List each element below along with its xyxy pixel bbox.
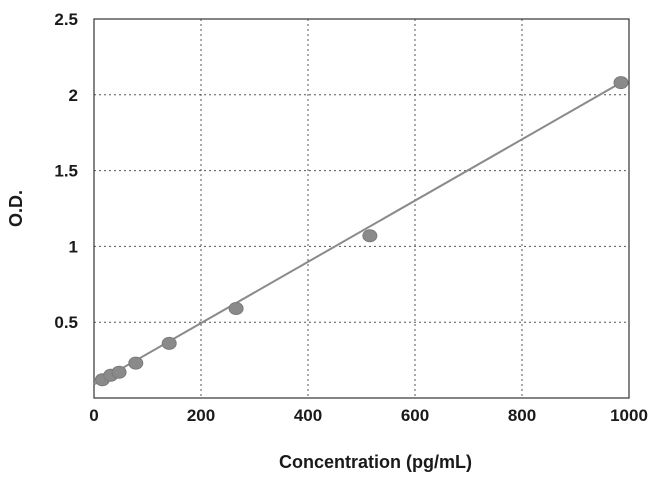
- plot-area-frame: [93, 18, 630, 399]
- x-axis-ticks: 0 200 400 600 800 1000: [89, 406, 648, 425]
- data-point-7: [613, 76, 629, 90]
- y-tick-label-3: 2: [69, 86, 78, 105]
- grid-lines: [94, 19, 629, 398]
- x-tick-label-1: 200: [187, 406, 215, 425]
- x-tick-label-2: 400: [294, 406, 322, 425]
- x-tick-label-4: 800: [508, 406, 536, 425]
- data-point-3: [128, 356, 144, 370]
- data-point-5: [228, 302, 244, 316]
- y-axis-label: O.D.: [6, 190, 26, 227]
- data-point-4: [161, 336, 177, 350]
- fit-line-layer: [93, 81, 622, 386]
- x-tick-label-5: 1000: [610, 406, 648, 425]
- y-axis-ticks: 0.5 1 1.5 2 2.5: [54, 10, 78, 332]
- y-tick-label-4: 2.5: [54, 10, 78, 29]
- y-tick-label-2: 1.5: [54, 162, 78, 181]
- x-tick-label-0: 0: [89, 406, 98, 425]
- data-point-2: [111, 365, 127, 379]
- data-point-6: [362, 229, 378, 243]
- y-tick-label-0: 0.5: [54, 313, 78, 332]
- y-tick-label-1: 1: [69, 237, 78, 256]
- x-tick-label-3: 600: [401, 406, 429, 425]
- data-points: [94, 76, 629, 387]
- x-axis-label: Concentration (pg/mL): [279, 452, 472, 472]
- fit-line: [93, 81, 622, 386]
